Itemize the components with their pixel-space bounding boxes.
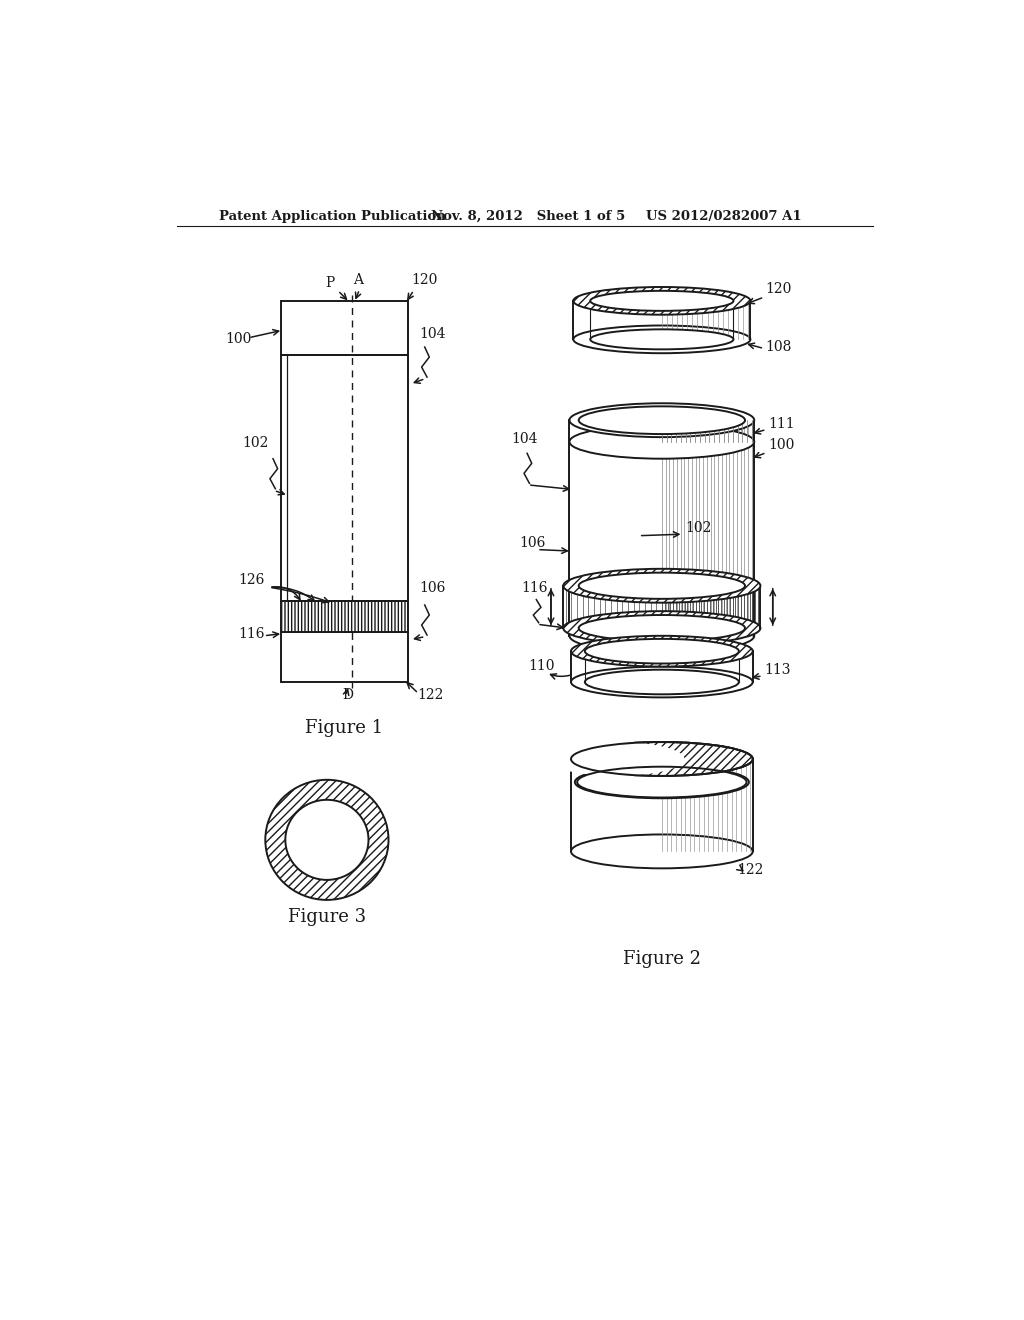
Text: 106: 106 bbox=[519, 536, 546, 550]
Text: US 2012/0282007 A1: US 2012/0282007 A1 bbox=[646, 210, 802, 223]
Text: Patent Application Publication: Patent Application Publication bbox=[219, 210, 445, 223]
Text: 102: 102 bbox=[685, 521, 712, 535]
Text: 111: 111 bbox=[768, 417, 795, 430]
Ellipse shape bbox=[265, 780, 388, 900]
Ellipse shape bbox=[590, 290, 733, 312]
Text: Nov. 8, 2012   Sheet 1 of 5: Nov. 8, 2012 Sheet 1 of 5 bbox=[431, 210, 625, 223]
Text: 113: 113 bbox=[764, 664, 791, 677]
Ellipse shape bbox=[571, 834, 753, 869]
Text: 120: 120 bbox=[766, 282, 793, 296]
Bar bbox=[281, 601, 408, 632]
Ellipse shape bbox=[563, 611, 761, 645]
Ellipse shape bbox=[585, 639, 739, 664]
Ellipse shape bbox=[563, 569, 761, 603]
Text: 126: 126 bbox=[239, 573, 265, 587]
Text: 100: 100 bbox=[768, 438, 795, 453]
Text: 104: 104 bbox=[512, 433, 539, 446]
Ellipse shape bbox=[571, 636, 753, 667]
Text: 100: 100 bbox=[225, 333, 252, 346]
Text: 104: 104 bbox=[419, 327, 445, 341]
Text: 106: 106 bbox=[419, 581, 445, 595]
Ellipse shape bbox=[574, 766, 749, 799]
Text: Figure 1: Figure 1 bbox=[305, 719, 383, 737]
Text: 116: 116 bbox=[239, 627, 265, 642]
Ellipse shape bbox=[571, 742, 753, 776]
Ellipse shape bbox=[579, 407, 745, 434]
Text: Figure 2: Figure 2 bbox=[623, 950, 700, 968]
Ellipse shape bbox=[548, 742, 685, 776]
Text: Figure 3: Figure 3 bbox=[288, 908, 366, 925]
Text: 110: 110 bbox=[528, 660, 555, 673]
Ellipse shape bbox=[573, 326, 751, 354]
Ellipse shape bbox=[571, 667, 753, 697]
Ellipse shape bbox=[571, 742, 753, 776]
Ellipse shape bbox=[569, 619, 755, 653]
Ellipse shape bbox=[585, 669, 739, 694]
Ellipse shape bbox=[569, 404, 755, 437]
Text: 120: 120 bbox=[412, 273, 438, 286]
Text: 102: 102 bbox=[243, 436, 268, 450]
Text: 108: 108 bbox=[766, 341, 793, 354]
Text: 122: 122 bbox=[737, 863, 764, 878]
Ellipse shape bbox=[569, 425, 755, 459]
Text: A: A bbox=[353, 273, 364, 286]
Ellipse shape bbox=[573, 286, 751, 314]
Ellipse shape bbox=[590, 330, 733, 350]
Text: 122: 122 bbox=[417, 688, 443, 702]
Ellipse shape bbox=[286, 800, 369, 880]
Text: 116: 116 bbox=[521, 581, 548, 595]
Text: D: D bbox=[342, 688, 353, 702]
Text: P: P bbox=[326, 276, 346, 300]
Ellipse shape bbox=[579, 573, 745, 599]
Ellipse shape bbox=[579, 615, 745, 642]
